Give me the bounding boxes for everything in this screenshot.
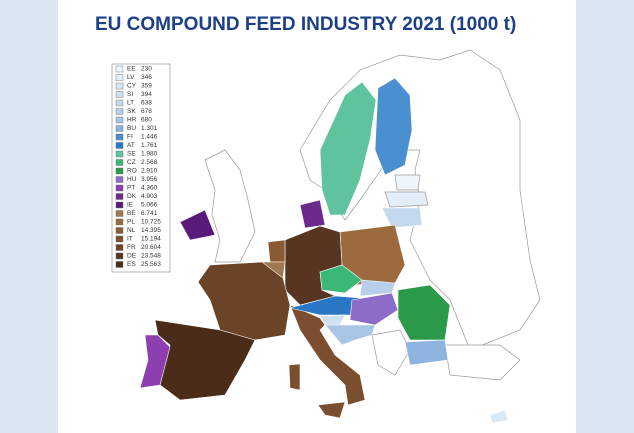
legend-swatch: [115, 235, 124, 243]
title: EU COMPOUND FEED INDUSTRY 2021 (1000 t): [95, 14, 517, 35]
country-ro: [397, 284, 451, 341]
legend-value: 346: [141, 74, 152, 81]
legend-value: 359: [141, 83, 152, 90]
legend-value: 20.604: [141, 244, 161, 251]
country-hr: [324, 324, 376, 346]
legend-code: PL: [127, 219, 135, 226]
country-se: [319, 81, 377, 216]
legend-code: FI: [127, 134, 133, 141]
eu-countries: [139, 77, 509, 424]
legend-value: 14.395: [141, 227, 161, 234]
legend-swatch: [115, 74, 124, 81]
legend-swatch: [115, 142, 124, 149]
legend-swatch: [115, 261, 124, 268]
legend-value: 10.725: [141, 219, 161, 226]
legend-swatch: [115, 218, 124, 226]
legend-swatch: [115, 252, 124, 260]
legend-code: PT: [127, 185, 135, 192]
legend-code: SE: [127, 151, 136, 158]
legend-swatch: [115, 159, 124, 166]
legend-value: 23.548: [141, 253, 161, 260]
legend-swatch: [115, 133, 124, 141]
country-it-sicily: [317, 401, 346, 419]
legend-value: 2.568: [141, 159, 158, 166]
legend-value: 4.360: [141, 185, 158, 192]
legend-swatch: [115, 99, 124, 107]
legend-swatch: [115, 108, 124, 115]
country-lt: [381, 207, 423, 229]
legend-value: 3.956: [141, 176, 158, 183]
legend-code: HR: [127, 117, 137, 124]
country-ee: [394, 174, 421, 191]
legend-code: LT: [127, 100, 134, 107]
legend-value: 230: [141, 66, 152, 73]
legend-code: ES: [127, 261, 136, 268]
country-bu: [404, 339, 449, 366]
legend-swatch: [115, 244, 124, 251]
country-es: [154, 319, 256, 401]
country-dk: [299, 199, 326, 229]
legend-swatch: [115, 176, 124, 183]
legend-swatch: [115, 82, 124, 90]
legend-value: 680: [141, 117, 152, 124]
legend-code: IE: [127, 202, 134, 209]
legend-code: SI: [127, 91, 133, 98]
legend-code: CZ: [127, 159, 136, 166]
legend-code: EE: [127, 66, 136, 73]
legend-code: RO: [127, 168, 137, 175]
legend-swatch: [115, 184, 124, 192]
country-it-sardinia: [288, 363, 301, 391]
legend-value: 15.194: [141, 236, 161, 243]
legend-value: 1.761: [141, 142, 158, 149]
legend-code: LV: [127, 74, 135, 81]
country-lv: [384, 191, 429, 208]
legend-swatch: [115, 116, 124, 124]
country-fr: [197, 261, 291, 341]
legend-value: 6.741: [141, 210, 158, 217]
legend-code: AT: [127, 142, 135, 149]
legend-code: BE: [127, 210, 136, 217]
legend-code: BU: [127, 125, 136, 132]
legend-swatch: [115, 201, 124, 209]
legend-swatch: [115, 167, 124, 175]
country-fi: [374, 77, 413, 176]
legend-swatch: [115, 150, 124, 158]
legend-value: 1.301: [141, 125, 158, 132]
legend-value: 1.446: [141, 134, 158, 141]
legend-code: HU: [127, 176, 137, 183]
legend-value: 638: [141, 100, 152, 107]
legend-code: FR: [127, 244, 136, 251]
legend-value: 4.903: [141, 193, 158, 200]
legend-code: DK: [127, 193, 137, 200]
legend-code: SK: [127, 108, 136, 115]
legend-code: CY: [127, 83, 137, 90]
legend-swatch: [115, 91, 124, 98]
legend: EE 230 LV 346 CY 359 SI 394 LT 638 SK 678 HR 680 BU 1.3…: [115, 65, 161, 268]
country-ie: [179, 209, 216, 241]
country-cz: [319, 264, 363, 294]
legend-swatch: [115, 125, 124, 132]
legend-swatch: [115, 65, 124, 73]
legend-code: NL: [127, 227, 136, 234]
legend-value: 678: [141, 108, 152, 115]
legend-swatch: [115, 227, 124, 234]
legend-value: 1.980: [141, 151, 158, 158]
legend-code: DE: [127, 253, 137, 260]
legend-value: 25.563: [141, 261, 161, 268]
country-pt: [139, 334, 171, 389]
country-cy: [489, 409, 509, 424]
legend-code: IT: [127, 236, 133, 243]
country-de: [284, 225, 343, 306]
country-nl: [267, 239, 286, 263]
legend-value: 394: [141, 91, 152, 98]
country-hu: [349, 292, 399, 326]
legend-value: 2.910: [141, 168, 158, 175]
legend-value: 5.066: [141, 202, 158, 209]
legend-swatch: [115, 193, 124, 200]
legend-swatch: [115, 210, 124, 217]
